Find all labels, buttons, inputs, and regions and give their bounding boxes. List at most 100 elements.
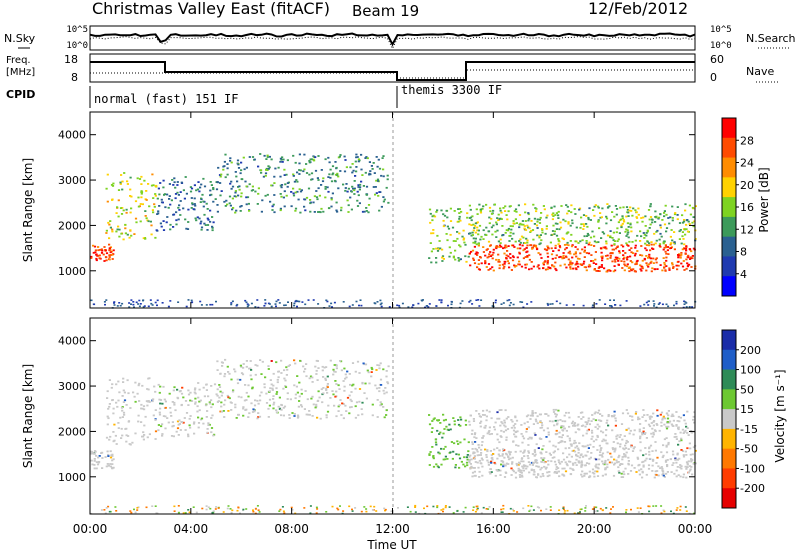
- heatmap-cell: [294, 512, 297, 515]
- heatmap-cell: [521, 244, 524, 247]
- heatmap-cell: [324, 158, 327, 161]
- heatmap-cell: [499, 209, 502, 212]
- heatmap-cell: [601, 509, 604, 511]
- heatmap-cell: [297, 415, 300, 418]
- heatmap-cell: [359, 183, 362, 186]
- heatmap-cell: [501, 511, 504, 513]
- heatmap-cell: [471, 215, 474, 218]
- heatmap-cell: [187, 404, 190, 406]
- heatmap-cell: [682, 238, 685, 240]
- heatmap-cell: [646, 414, 649, 416]
- heatmap-cell: [628, 209, 631, 212]
- heatmap-cell: [458, 218, 461, 220]
- heatmap-cell: [598, 458, 601, 461]
- heatmap-cell: [205, 304, 208, 306]
- heatmap-cell: [291, 509, 294, 511]
- heatmap-cell: [596, 470, 599, 473]
- heatmap-cell: [593, 235, 596, 238]
- heatmap-cell: [349, 398, 352, 401]
- heatmap-cell: [614, 449, 617, 451]
- heatmap-cell: [642, 460, 645, 463]
- heatmap-cell: [657, 465, 660, 468]
- heatmap-cell: [251, 156, 255, 158]
- heatmap-cell: [449, 233, 452, 236]
- heatmap-cell: [250, 302, 253, 305]
- heatmap-cell: [214, 508, 217, 510]
- heatmap-cell: [663, 417, 667, 420]
- heatmap-cell: [618, 454, 621, 457]
- heatmap-cell: [494, 230, 497, 233]
- heatmap-cell: [385, 391, 388, 394]
- heatmap-cell: [316, 198, 319, 201]
- heatmap-cell: [467, 441, 470, 444]
- heatmap-cell: [606, 269, 609, 272]
- heatmap-cell: [350, 400, 353, 403]
- heatmap-cell: [113, 302, 115, 304]
- heatmap-cell: [279, 175, 282, 178]
- heatmap-cell: [625, 409, 628, 411]
- heatmap-cell: [106, 450, 109, 453]
- heatmap-cell: [455, 453, 458, 456]
- heatmap-cell: [184, 429, 187, 431]
- heatmap-cell: [172, 184, 175, 186]
- heatmap-cell: [669, 247, 673, 249]
- heatmap-cell: [588, 423, 591, 426]
- heatmap-cell: [624, 264, 627, 267]
- heatmap-cell: [442, 213, 445, 216]
- heatmap-cell: [129, 195, 132, 197]
- heatmap-cell: [334, 371, 337, 373]
- heatmap-cell: [637, 511, 640, 513]
- heatmap-cell: [600, 255, 603, 258]
- heatmap-cell: [584, 425, 587, 428]
- heatmap-cell: [379, 299, 382, 302]
- heatmap-cell: [147, 305, 150, 308]
- heatmap-cell: [597, 241, 600, 243]
- heatmap-cell: [340, 414, 343, 416]
- heatmap-cell: [481, 207, 484, 210]
- heatmap-cell: [191, 202, 194, 205]
- heatmap-cell: [648, 453, 651, 456]
- heatmap-cell: [475, 410, 478, 412]
- heatmap-cell: [595, 270, 598, 272]
- heatmap-cell: [165, 221, 168, 224]
- heatmap-cell: [509, 507, 512, 510]
- heatmap-cell: [476, 254, 479, 256]
- heatmap-cell: [175, 211, 178, 214]
- heatmap-cell: [462, 511, 465, 513]
- heatmap-cell: [171, 179, 174, 181]
- heatmap-cell: [230, 187, 233, 190]
- heatmap-cell: [592, 446, 595, 448]
- heatmap-cell: [240, 178, 243, 180]
- heatmap-cell: [356, 360, 360, 363]
- heatmap-cell: [396, 304, 399, 307]
- heatmap-cell: [586, 450, 589, 453]
- heatmap-cell: [443, 214, 447, 217]
- heatmap-cell: [207, 218, 210, 221]
- heatmap-cell: [527, 438, 530, 440]
- heatmap-cell: [271, 389, 274, 391]
- heatmap-cell: [487, 255, 490, 258]
- heatmap-cell: [532, 245, 536, 247]
- heatmap-cell: [507, 229, 510, 232]
- heatmap-cell: [480, 420, 483, 423]
- heatmap-cell: [154, 430, 158, 433]
- heatmap-cell: [378, 387, 381, 389]
- heatmap-cell: [342, 183, 345, 186]
- heatmap-cell: [507, 455, 510, 458]
- heatmap-cell: [279, 157, 282, 160]
- heatmap-cell: [322, 177, 325, 180]
- heatmap-cell: [583, 256, 586, 258]
- heatmap-cell: [112, 431, 115, 433]
- heatmap-cell: [489, 472, 492, 475]
- heatmap-cell: [180, 421, 183, 423]
- heatmap-cell: [268, 390, 271, 393]
- heatmap-cell: [534, 245, 537, 248]
- heatmap-cell: [254, 508, 257, 510]
- heatmap-cell: [687, 471, 690, 474]
- heatmap-cell: [673, 241, 676, 243]
- heatmap-cell: [688, 223, 691, 225]
- heatmap-cell: [436, 250, 440, 252]
- heatmap-cell: [228, 202, 231, 205]
- heatmap-cell: [540, 422, 543, 424]
- heatmap-cell: [200, 304, 203, 306]
